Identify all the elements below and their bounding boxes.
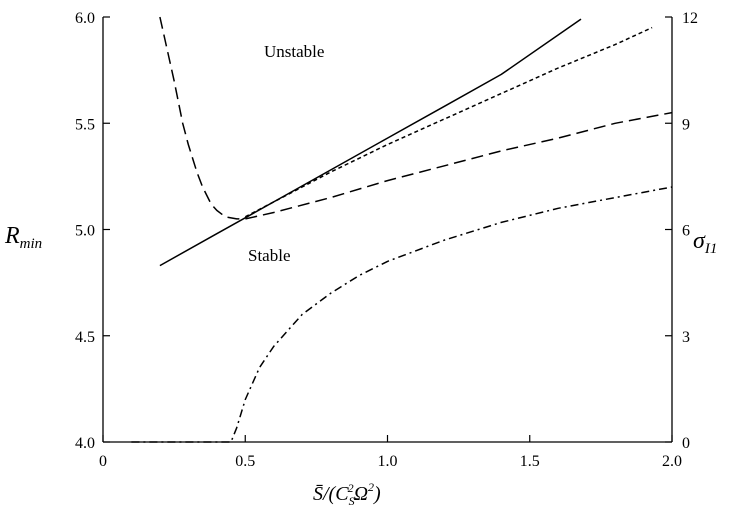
y-left-axis-title: Rmin	[4, 223, 42, 252]
series-line-long-dash	[159, 16, 673, 220]
series-line-short-dash	[244, 26, 653, 218]
x-tick-label: 1.5	[520, 453, 540, 470]
y-right-tick-label: 0	[682, 435, 690, 452]
y-left-tick-label: 5.5	[75, 116, 95, 133]
x-tick-label: 2.0	[662, 453, 682, 470]
y-right-tick-label: 3	[682, 329, 690, 346]
y-right-axis-title: σI1	[693, 228, 717, 257]
annotation-unstable: Unstable	[264, 42, 324, 61]
annotation-stable: Stable	[248, 246, 291, 265]
series-line-solid	[159, 18, 582, 267]
y-right-tick-label: 12	[682, 10, 698, 27]
series-line-dash-dot	[131, 186, 673, 443]
y-right-tick-label: 9	[682, 116, 690, 133]
y-left-tick-label: 4.0	[75, 435, 95, 452]
axes: 0 0.5 1.0 1.5 2.0 4.0 4.5 5.0 5.5 6.0 0 3 6 9 12	[75, 10, 698, 470]
y-left-tick-label: 4.5	[75, 329, 95, 346]
x-tick-label: 0	[99, 453, 107, 470]
x-axis-title: S̄/(CS2Ω2)	[313, 480, 381, 508]
series-lines	[131, 16, 673, 443]
y-right-tick-label: 6	[682, 223, 690, 240]
y-left-tick-label: 5.0	[75, 223, 95, 240]
x-tick-label: 0.5	[235, 453, 255, 470]
x-tick-label: 1.0	[378, 453, 398, 470]
y-left-tick-label: 6.0	[75, 10, 95, 27]
